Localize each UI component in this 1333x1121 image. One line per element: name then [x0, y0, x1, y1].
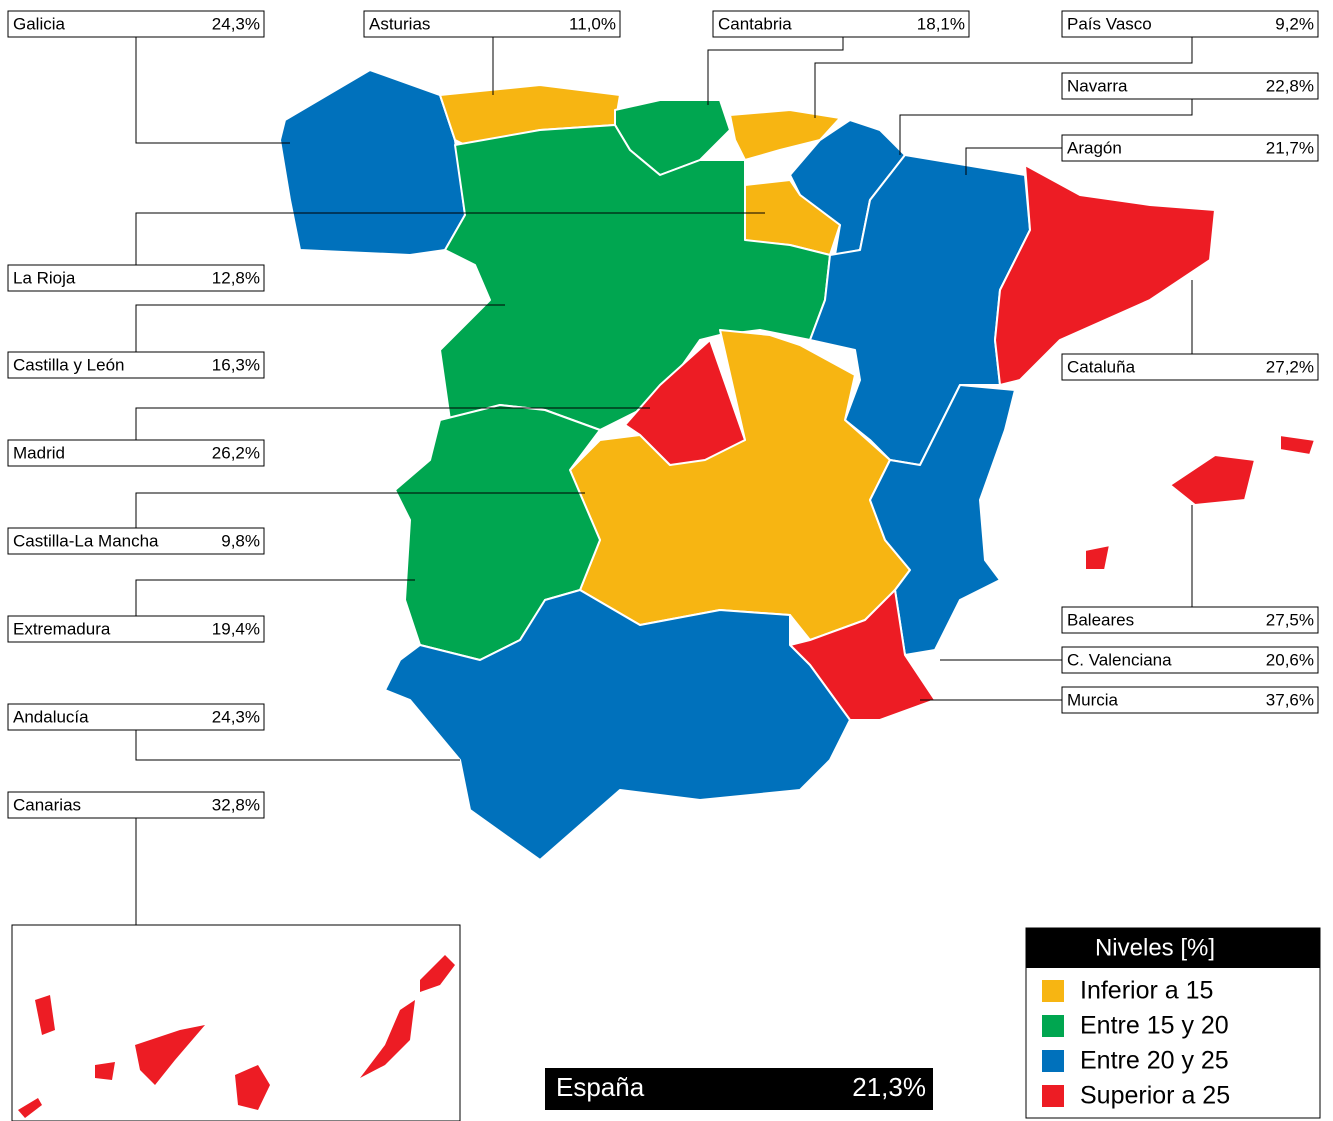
region-name: Madrid: [13, 443, 65, 462]
region-shape: [624, 339, 746, 466]
label-box: [7, 703, 265, 731]
region-value: 18,1%: [917, 14, 965, 33]
region-value: 9,2%: [1275, 14, 1314, 33]
leader-line: [135, 37, 290, 144]
region-name: Aragón: [1067, 138, 1122, 157]
region-value: 21,7%: [1266, 138, 1314, 157]
label-box: [1061, 10, 1319, 38]
total-name: España: [556, 1072, 645, 1102]
region-name: Baleares: [1067, 610, 1134, 629]
legend-header: [1026, 928, 1320, 968]
region-value: 27,5%: [1266, 610, 1314, 629]
region-shape: [869, 384, 1016, 656]
leader-line: [135, 579, 415, 616]
label-box: [7, 264, 265, 292]
label-box: [1061, 353, 1319, 381]
region-shape: [420, 955, 455, 992]
region-name: Galicia: [13, 14, 66, 33]
region-name: Extremadura: [13, 619, 111, 638]
label-box: [7, 10, 265, 38]
region-shape: [1279, 434, 1316, 456]
legend-swatch: [1042, 980, 1064, 1002]
total-value: 21,3%: [852, 1072, 926, 1102]
leader-line: [135, 492, 585, 528]
label-box: [363, 10, 621, 38]
label-box: [1061, 134, 1319, 162]
regions: [11, 69, 1316, 1121]
canarias-inset: [11, 924, 461, 1121]
leader-line: [135, 407, 650, 440]
total-box: [545, 1068, 933, 1110]
region-value: 24,3%: [212, 707, 260, 726]
region-value: 11,0%: [569, 14, 616, 33]
region-value: 19,4%: [212, 619, 260, 638]
region-shape: [384, 589, 851, 861]
region-shape: [360, 1000, 415, 1078]
region-value: 20,6%: [1266, 650, 1314, 669]
region-value: 24,3%: [212, 14, 260, 33]
region-name: Canarias: [13, 795, 81, 814]
legend-swatch: [1042, 1085, 1064, 1107]
region-name: País Vasco: [1067, 14, 1152, 33]
leader-line: [899, 99, 1193, 155]
leader-line: [135, 304, 505, 352]
region-name: Cantabria: [718, 14, 792, 33]
legend-label: Superior a 25: [1080, 1082, 1230, 1110]
label-box: [7, 439, 265, 467]
legend-swatch: [1042, 1050, 1064, 1072]
leader-line: [814, 37, 1193, 118]
region-shape: [18, 1098, 42, 1118]
region-shape: [95, 1062, 115, 1080]
region-name: La Rioja: [13, 268, 76, 287]
leader-line: [135, 730, 460, 761]
label-box: [7, 351, 265, 379]
region-name: Asturias: [369, 14, 430, 33]
leader-line: [707, 37, 844, 105]
region-shape: [994, 164, 1216, 386]
legend-label: Entre 20 y 25: [1080, 1047, 1229, 1075]
legend-swatch: [1042, 1015, 1064, 1037]
region-shape: [235, 1065, 270, 1110]
region-shape: [729, 109, 841, 161]
legend-label: Inferior a 15: [1080, 977, 1213, 1005]
region-shape: [1084, 544, 1111, 571]
label-box: [1061, 72, 1319, 100]
label-box: [7, 527, 265, 555]
leader-line: [965, 147, 1062, 175]
region-value: 9,8%: [221, 531, 260, 550]
region-name: C. Valenciana: [1067, 650, 1172, 669]
region-name: Cataluña: [1067, 357, 1136, 376]
region-labels: Galicia 24,3% Asturias 11,0% Cantabria 18,1% P…: [7, 10, 1319, 819]
label-box: [1061, 606, 1319, 634]
label-box: [7, 791, 265, 819]
legend-items: Inferior a 15 Entre 15 y 20 Entre 20 y 25 S…: [1042, 977, 1230, 1110]
region-name: Castilla y León: [13, 355, 125, 374]
label-box: [712, 10, 970, 38]
region-shape: [279, 69, 466, 256]
region-name: Castilla-La Mancha: [13, 531, 159, 550]
region-name: Andalucía: [13, 707, 89, 726]
region-shape: [439, 124, 831, 431]
region-shape: [1169, 454, 1256, 506]
leader-lines: [135, 37, 1193, 925]
region-name: Navarra: [1067, 76, 1128, 95]
region-shape: [35, 995, 55, 1035]
region-value: 32,8%: [212, 795, 260, 814]
region-value: 12,8%: [212, 268, 260, 287]
legend-title: Niveles [%]: [1095, 934, 1215, 961]
region-value: 16,3%: [212, 355, 260, 374]
region-name: Murcia: [1067, 690, 1119, 709]
region-value: 22,8%: [1266, 76, 1314, 95]
label-box: [1061, 686, 1319, 714]
region-value: 26,2%: [212, 443, 260, 462]
region-value: 27,2%: [1266, 357, 1314, 376]
leader-line: [135, 212, 765, 265]
legend-label: Entre 15 y 20: [1080, 1012, 1229, 1040]
region-shape: [135, 1025, 205, 1085]
region-value: 37,6%: [1266, 690, 1314, 709]
label-box: [1061, 646, 1319, 674]
label-box: [7, 615, 265, 643]
